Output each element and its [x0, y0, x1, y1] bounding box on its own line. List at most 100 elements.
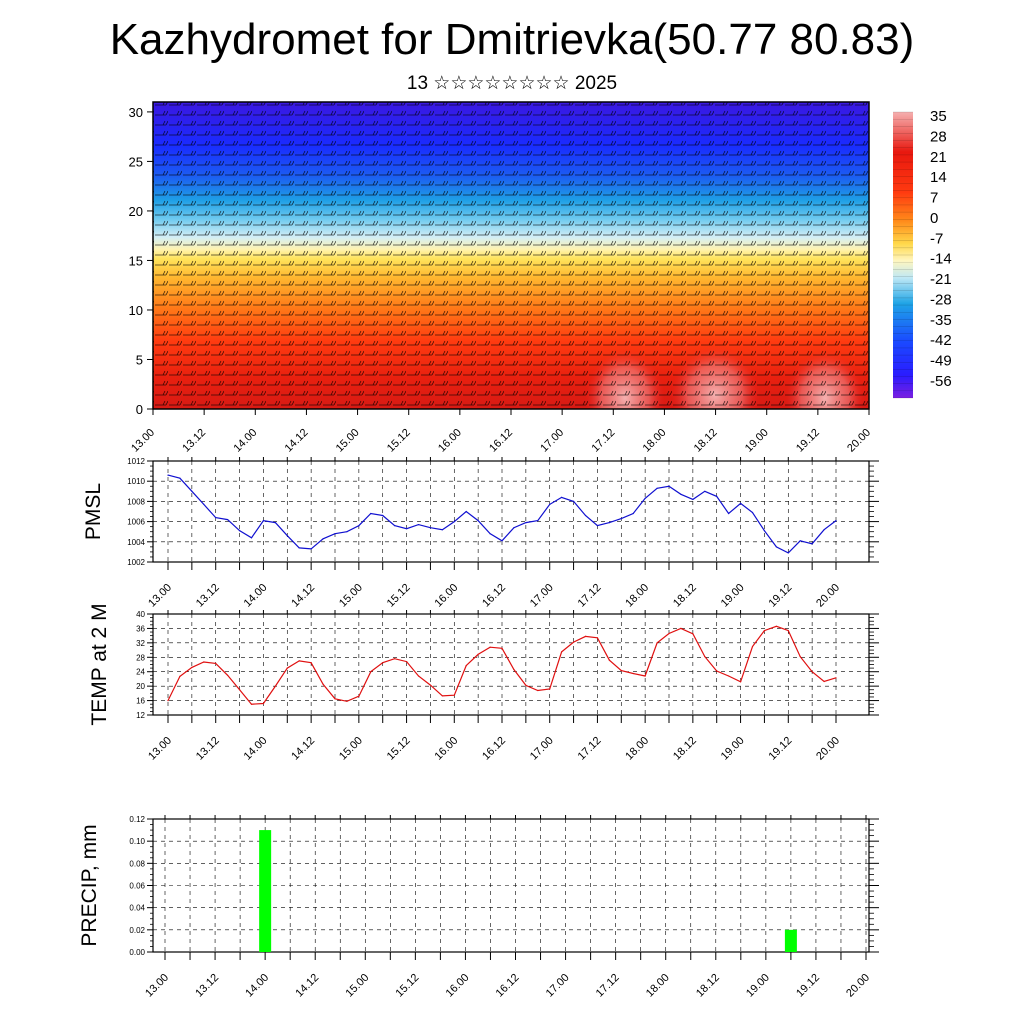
data-point: [573, 641, 575, 643]
colorbar-label: -35: [930, 312, 952, 329]
data-point: [620, 670, 622, 672]
data-point: [441, 529, 443, 531]
data-point: [608, 659, 611, 661]
data-point: [346, 700, 348, 702]
colorbar-label: -56: [930, 373, 952, 390]
x-tick-label: 19.00: [719, 735, 747, 763]
data-point: [608, 522, 611, 524]
x-tick-label: 18.00: [623, 735, 651, 763]
x-tick-label: 15.12: [394, 972, 422, 1000]
x-tick-label: 16.12: [494, 972, 522, 1000]
data-point: [394, 525, 396, 527]
data-point: [835, 520, 837, 522]
data-point: [811, 671, 813, 673]
data-point: [227, 519, 229, 521]
y-tick-label: 36: [136, 624, 145, 633]
cross-section-panel: [153, 102, 869, 409]
data-point: [561, 651, 563, 653]
data-point: [680, 493, 682, 495]
data-point: [763, 630, 766, 632]
x-tick-label: 13.12: [194, 735, 222, 763]
x-tick-label: 18.12: [671, 582, 699, 610]
colorbar-label: -21: [930, 271, 952, 288]
data-point: [644, 675, 646, 677]
x-tick-label: 18.00: [623, 582, 651, 610]
data-point: [370, 671, 372, 673]
data-point: [227, 674, 229, 676]
x-tick-label: 13.00: [146, 582, 174, 610]
data-point: [620, 518, 622, 520]
x-tick-label: 18.12: [671, 735, 699, 763]
x-tick-label: 19.12: [766, 582, 794, 610]
colorbar-label: 14: [930, 169, 947, 186]
x-tick-label: 15.00: [343, 972, 371, 1000]
data-point: [215, 517, 217, 519]
y-tick-label: 32: [136, 639, 145, 648]
data-point: [632, 512, 634, 515]
x-tick-label: 20.00: [814, 582, 842, 610]
data-point: [632, 672, 634, 675]
data-point: [334, 533, 336, 535]
data-point: [274, 685, 276, 687]
data-point: [262, 520, 264, 522]
x-tick-label: 17.00: [528, 582, 556, 610]
y-tick-label: 28: [136, 653, 145, 662]
data-point: [179, 675, 181, 678]
data-point: [358, 525, 360, 527]
colorbar-label: -42: [930, 332, 952, 349]
data-point: [358, 695, 360, 697]
data-point: [346, 531, 348, 533]
x-tick-label: 14.12: [293, 972, 321, 1000]
x-tick-label: 17.12: [576, 582, 604, 610]
y-tick-label: 24: [136, 668, 145, 677]
data-point: [596, 637, 599, 639]
colorbar-label: 35: [930, 108, 947, 125]
data-point: [382, 662, 384, 664]
x-tick-label: 20.00: [814, 735, 842, 763]
data-point: [704, 656, 706, 658]
colorbar-label: -7: [930, 230, 943, 247]
page-title: Kazhydromet for Dmitrievka(50.77 80.83): [109, 15, 915, 64]
y-tick-label: 16: [136, 697, 145, 706]
y-tick-label: 20: [136, 682, 145, 691]
data-point: [787, 630, 789, 632]
data-point: [167, 700, 169, 702]
precip-panel: 0.00 0.02 0.04 0.06 0.08 0.10 0.12 13.00 13.12 14…: [78, 815, 879, 1000]
x-tick-label: 16.12: [480, 582, 508, 610]
x-tick-label: 16.00: [432, 735, 460, 763]
y-tick-label: 1004: [127, 538, 145, 547]
colorbar: [893, 112, 913, 398]
y-tick-label: 0.02: [129, 926, 145, 935]
data-point: [668, 632, 670, 635]
data-point: [406, 528, 408, 530]
data-point: [310, 662, 312, 664]
data-point: [561, 496, 563, 498]
data-point: [382, 514, 384, 517]
data-point: [477, 653, 479, 656]
data-point: [728, 675, 730, 677]
x-tick-label: 13.00: [129, 427, 157, 455]
data-point: [179, 477, 181, 479]
data-point: [656, 642, 658, 644]
data-point: [596, 525, 599, 527]
data-point: [370, 512, 372, 515]
y-axis-label: PMSL: [82, 483, 105, 540]
data-point: [489, 646, 491, 648]
x-tick-label: 17.00: [528, 735, 556, 763]
colorbar-label: 0: [930, 210, 938, 227]
x-tick-label: 19.12: [794, 427, 822, 455]
data-point: [477, 520, 479, 522]
colorbar-label: -14: [930, 251, 952, 268]
x-tick-label: 16.12: [480, 735, 508, 763]
x-tick-label: 16.00: [432, 582, 460, 610]
data-point: [763, 530, 766, 532]
y-tick-label: 1006: [127, 518, 145, 527]
y-tick-label: 5: [136, 352, 143, 367]
data-point: [465, 665, 467, 667]
data-point: [501, 647, 503, 649]
x-tick-label: 18.00: [641, 427, 669, 455]
colorbar-label: -28: [930, 291, 952, 308]
x-tick-label: 14.00: [242, 582, 270, 610]
data-point: [429, 527, 431, 529]
